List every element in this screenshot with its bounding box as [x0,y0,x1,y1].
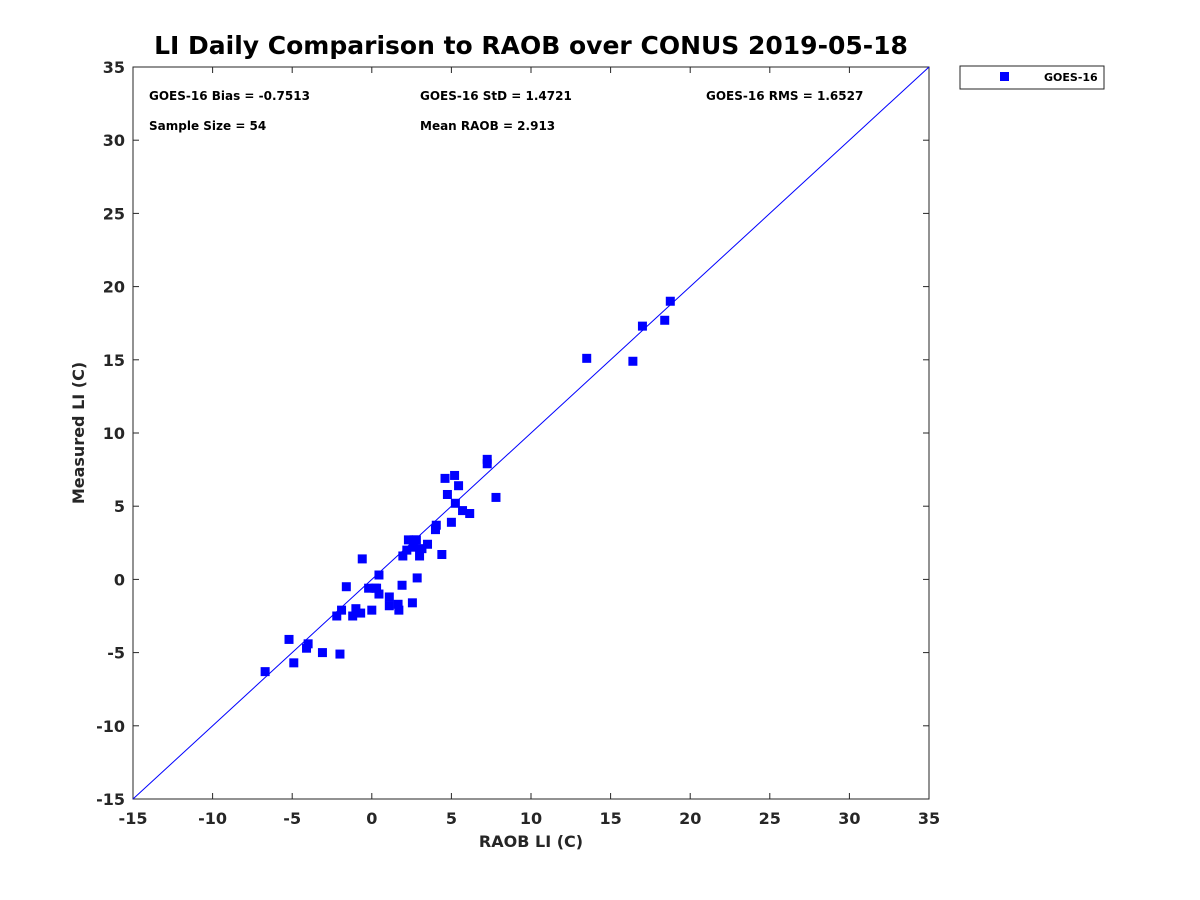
x-tick-label: -5 [283,809,301,828]
data-point [317,648,327,658]
x-tick-label: 15 [599,809,621,828]
x-tick-label: 25 [759,809,781,828]
x-tick-label: -10 [198,809,227,828]
data-point [357,554,367,564]
data-point [397,580,407,590]
data-point [582,353,592,363]
data-point [450,498,460,508]
stat-bias: GOES-16 Bias = -0.7513 [149,89,310,103]
data-point [337,605,347,615]
data-point [367,605,377,615]
x-tick-label: 5 [446,809,457,828]
data-point [351,604,361,614]
y-tick-label: 25 [103,204,125,223]
data-point [284,634,294,644]
y-tick-label: -15 [96,790,125,809]
data-point [482,459,492,469]
x-tick-label: 35 [918,809,940,828]
data-point [364,583,374,593]
data-points [260,296,675,677]
data-point [423,539,433,549]
data-point [341,582,351,592]
data-point [402,545,412,555]
one-to-one-line [132,66,930,800]
legend-label: GOES-16 [1044,71,1098,84]
legend-marker-square-icon [1000,72,1009,81]
y-axis-label: Measured LI (C) [69,362,88,504]
data-point [374,589,384,599]
data-point [431,520,441,530]
y-tick-label: 15 [103,351,125,370]
x-tick-label: 30 [838,809,860,828]
data-point [440,473,450,483]
data-point [289,658,299,668]
data-point [384,592,394,602]
data-point [408,542,418,552]
data-point [637,321,647,331]
y-tick-label: 5 [114,497,125,516]
data-point [437,550,447,560]
x-tick-label: 10 [520,809,542,828]
data-point [442,489,452,499]
stat-rms: GOES-16 RMS = 1.6527 [706,89,863,103]
data-point [450,470,460,480]
y-tick-label: 10 [103,424,125,443]
data-point [628,356,638,366]
data-point [412,573,422,583]
plot-area: -15 -10 -5 0 5 10 15 20 25 30 35 -15 -10 -5 0 5 10 15 20 25… [96,58,940,828]
y-tick-label: 0 [114,570,125,589]
data-point [417,544,427,554]
data-point [465,509,475,519]
y-tick-label: 20 [103,278,125,297]
chart-title: LI Daily Comparison to RAOB over CONUS 2… [154,31,908,60]
y-tick-label: -5 [107,644,125,663]
data-point [372,583,382,593]
data-point [458,506,468,516]
data-point [393,599,403,609]
stat-sample-size: Sample Size = 54 [149,119,266,133]
data-point [446,517,456,527]
x-axis-label: RAOB LI (C) [479,832,583,851]
data-point [394,605,404,615]
data-point [348,611,358,621]
data-point [403,535,413,545]
data-point [398,551,408,561]
data-point [374,570,384,580]
data-point [491,492,501,502]
data-point [411,535,421,545]
data-point [260,667,270,677]
data-point [303,639,313,649]
x-tick-label: 20 [679,809,701,828]
data-point [454,481,464,491]
stat-mean-raob: Mean RAOB = 2.913 [420,119,555,133]
y-tick-label: 30 [103,131,125,150]
y-tick-label: -10 [96,717,125,736]
y-tick-label: 35 [103,58,125,77]
data-point [660,315,670,325]
legend: GOES-16 [959,65,1105,90]
stat-std: GOES-16 StD = 1.4721 [420,89,572,103]
x-tick-label: 0 [366,809,377,828]
data-point [665,296,675,306]
data-point [407,598,417,608]
legend-box [959,65,1105,90]
x-tick-label: -15 [119,809,148,828]
data-point [332,611,342,621]
data-point [415,551,425,561]
axis-ticks: -15 -10 -5 0 5 10 15 20 25 30 35 -15 -10 -5 0 5 10 15 20 25… [96,58,940,828]
data-point [335,649,345,659]
data-point [384,601,394,611]
data-point [356,608,366,618]
